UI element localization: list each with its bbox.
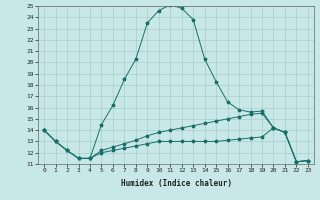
X-axis label: Humidex (Indice chaleur): Humidex (Indice chaleur) [121, 179, 231, 188]
